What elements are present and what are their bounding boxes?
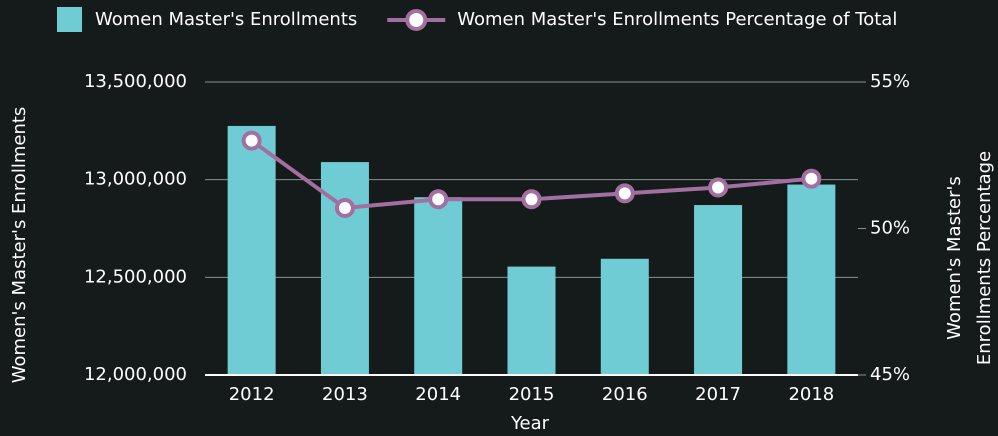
- bar: [414, 197, 463, 375]
- y2-axis-title: Women's Master's: [944, 176, 965, 340]
- bar: [227, 125, 276, 375]
- bar: [787, 184, 836, 375]
- bar: [507, 266, 556, 375]
- y-axis-title: Women's Master's Enrollments: [9, 107, 30, 384]
- legend-label: Women Master's Enrollments: [95, 9, 357, 30]
- y2-axis-title: Enrollments Percentage: [974, 151, 995, 365]
- line-marker: [801, 168, 822, 189]
- y-tick-label: 13,500,000: [84, 71, 187, 92]
- line-marker: [241, 130, 262, 151]
- x-axis-title: Year: [510, 413, 550, 434]
- legend-label: Women Master's Enrollments Percentage of…: [457, 9, 897, 30]
- line-marker: [614, 183, 635, 204]
- y-tick-label: 12,000,000: [84, 364, 187, 385]
- y-tick-label: 13,000,000: [84, 169, 187, 190]
- x-tick-label: 2015: [509, 384, 555, 405]
- x-tick-label: 2016: [602, 384, 648, 405]
- line-marker: [521, 189, 542, 210]
- x-tick-label: 2012: [229, 384, 275, 405]
- y-tick-label: 12,500,000: [84, 266, 187, 287]
- line-marker: [428, 189, 449, 210]
- y2-tick-label: 55%: [870, 71, 910, 92]
- y2-tick-label: 45%: [870, 364, 910, 385]
- x-tick-label: 2013: [322, 384, 368, 405]
- line-marker: [334, 197, 355, 218]
- x-tick-label: 2014: [415, 384, 461, 405]
- y2-tick-label: 50%: [870, 218, 910, 239]
- x-tick-label: 2017: [695, 384, 741, 405]
- bar: [694, 205, 743, 375]
- legend-swatch: [57, 7, 82, 32]
- legend-swatch: [405, 9, 428, 31]
- line-marker: [708, 177, 729, 198]
- x-tick-label: 2018: [788, 384, 834, 405]
- bar: [600, 258, 649, 375]
